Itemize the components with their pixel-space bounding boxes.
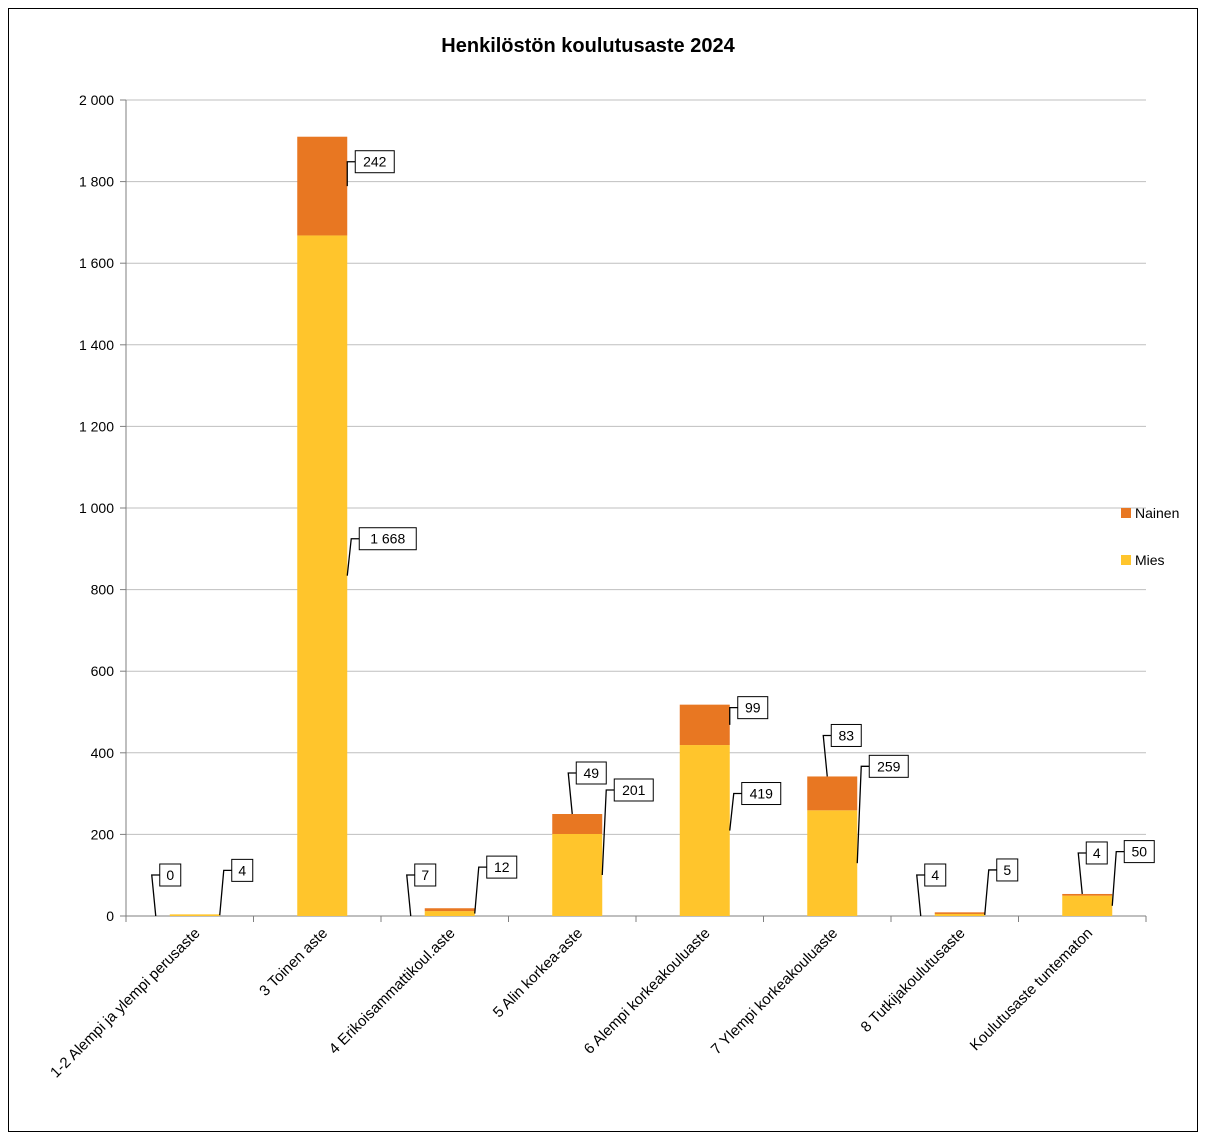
legend-swatch (1121, 508, 1131, 518)
data-label-mies: 259 (877, 758, 901, 774)
data-label-mies-box (613, 778, 654, 802)
category-label: 7 Ylempi korkeakouluaste (708, 925, 841, 1058)
category-label: 5 Alin korkea-aste (490, 925, 586, 1021)
y-tick-label: 1 000 (79, 500, 114, 516)
data-label-nainen-leader (567, 772, 577, 815)
category-label: 4 Erikoisammattikoul.aste (326, 925, 459, 1058)
bar-nainen (297, 136, 348, 236)
y-tick-label: 1 400 (79, 337, 114, 353)
data-label-nainen-leader (1077, 852, 1087, 895)
data-label-nainen-box (575, 761, 607, 785)
data-label-mies: 419 (750, 786, 774, 802)
data-label-nainen-leader (916, 874, 925, 917)
bar-mies (934, 913, 985, 916)
data-labels: 4 0 1 668 242 12 7 201 49 419 99 259 83 5 4 50 4 (151, 150, 1155, 917)
data-label-mies-leader (346, 538, 360, 576)
data-label-mies-leader (601, 789, 615, 876)
data-label-nainen: 49 (583, 765, 599, 781)
bar-nainen (934, 912, 985, 914)
data-label-mies: 50 (1131, 844, 1147, 860)
data-label-mies-box (231, 858, 254, 882)
data-label-nainen: 83 (838, 727, 854, 743)
data-label-mies: 12 (494, 859, 510, 875)
data-label-mies-leader (984, 869, 997, 916)
data-label-nainen-box (414, 863, 437, 887)
data-label-nainen-leader (151, 874, 160, 917)
data-label-nainen-box (354, 150, 395, 174)
legend-label: Mies (1135, 552, 1165, 568)
grid (126, 99, 1146, 835)
bar-nainen (807, 776, 858, 811)
bar-nainen (1062, 893, 1113, 896)
data-label-nainen-box (737, 696, 769, 720)
bar-nainen (552, 814, 603, 834)
data-label-nainen-leader (346, 161, 356, 187)
category-label: 1-2 Alempi ja ylempi perusaste (47, 925, 203, 1081)
data-label-mies-leader (474, 866, 487, 914)
bar-mies (169, 914, 220, 916)
data-label-mies-box (741, 782, 782, 806)
legend: Nainen Mies (1121, 505, 1179, 568)
data-label-mies: 5 (1003, 862, 1011, 878)
category-label: 3 Toinen aste (256, 925, 331, 1000)
y-tick-label: 1 200 (79, 418, 114, 434)
chart-title: Henkilöstön koulutusaste 2024 (441, 35, 735, 57)
bar-mies (424, 911, 475, 916)
y-tick-label: 1 800 (79, 174, 114, 190)
data-label-nainen-box (830, 723, 862, 747)
data-label-nainen-leader (406, 874, 415, 917)
legend-label: Nainen (1135, 505, 1179, 521)
y-tick-label: 1 600 (79, 255, 114, 271)
y-tick-label: 400 (91, 745, 115, 761)
bars (169, 136, 1113, 916)
data-label-nainen: 242 (363, 154, 387, 170)
data-label-mies-box (358, 527, 417, 551)
data-label-mies-leader (729, 792, 742, 831)
bar-mies (1062, 895, 1113, 916)
data-label-mies: 201 (622, 782, 646, 798)
data-label-mies-box (1123, 840, 1155, 864)
data-label-nainen-leader (822, 734, 832, 777)
y-tick-label: 200 (91, 826, 115, 842)
bar-mies (297, 235, 348, 916)
category-label: 6 Alempi korkeakouluaste (581, 925, 714, 1058)
data-label-nainen: 4 (1093, 845, 1101, 861)
data-label-nainen: 0 (166, 867, 174, 883)
y-tick-label: 600 (91, 663, 115, 679)
data-label-mies-leader (1111, 850, 1125, 906)
bar-nainen (424, 908, 475, 912)
data-label-nainen-box (1085, 841, 1108, 865)
bar-mies (679, 745, 730, 916)
data-label-mies-box (486, 855, 518, 879)
data-label-nainen-leader (729, 707, 738, 725)
data-label-mies-box (996, 858, 1019, 882)
y-tick-label: 0 (106, 908, 114, 924)
data-label-mies: 4 (238, 862, 246, 878)
bar-mies (552, 833, 603, 916)
legend-swatch (1121, 555, 1131, 565)
category-labels: 1-2 Alempi ja ylempi perusaste 3 Toinen a… (47, 925, 1096, 1081)
data-label-nainen: 4 (931, 867, 939, 883)
y-tick-label: 2 000 (79, 92, 114, 108)
category-label: 8 Tutkijakoulutusaste (857, 925, 968, 1036)
bar-nainen (679, 704, 730, 746)
data-label-mies-box (868, 754, 909, 778)
data-label-mies-leader (856, 765, 870, 864)
chart-frame (8, 8, 1198, 1132)
data-label-nainen: 99 (745, 700, 761, 716)
category-label: Koulutusaste tuntematon (967, 925, 1096, 1054)
bar-mies (807, 810, 858, 916)
data-label-nainen: 7 (421, 867, 429, 883)
y-tick-label: 800 (91, 582, 115, 598)
data-label-mies: 1 668 (370, 531, 405, 547)
axes: 0 200 400 600 800 1 000 1 200 1 400 1 600 1 800 2 … (79, 92, 1147, 924)
data-label-nainen-box (159, 863, 182, 887)
data-label-nainen-box (924, 863, 947, 887)
data-label-mies-leader (219, 869, 232, 916)
